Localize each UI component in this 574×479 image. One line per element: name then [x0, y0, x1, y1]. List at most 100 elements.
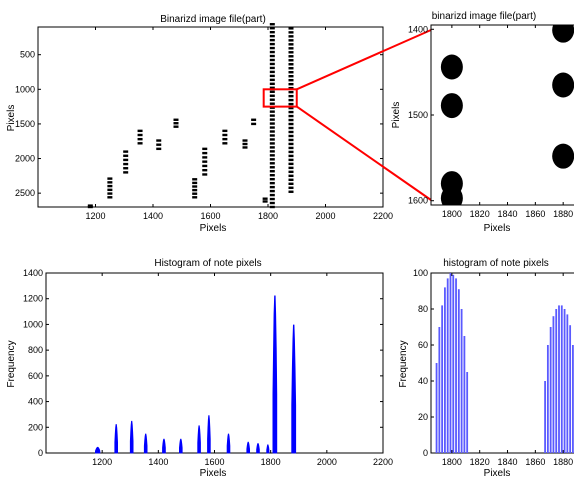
note-mark: [269, 154, 275, 157]
note-mark: [192, 185, 198, 188]
histogram-peak: [179, 438, 183, 454]
note-mark: [269, 38, 275, 42]
y-tick-label: 1000: [15, 84, 35, 94]
panel1-marks: [87, 23, 294, 209]
note-mark: [288, 67, 294, 70]
y-tick-label: 1000: [23, 319, 43, 329]
note-mark: [288, 142, 294, 146]
note-mark: [288, 126, 294, 130]
histogram-bar: [449, 273, 452, 453]
note-mark: [288, 150, 294, 154]
note-mark: [288, 178, 294, 182]
note-mark: [262, 197, 268, 200]
note-mark: [222, 137, 228, 141]
x-tick-label: 1820: [470, 457, 490, 467]
note-mark: [251, 122, 257, 126]
x-tick-label: 1820: [470, 209, 490, 219]
note-mark: [288, 174, 294, 178]
note-mark: [107, 184, 113, 188]
panel1-x-ticks: 1200 1400 1600 1800 2000 2200: [85, 27, 393, 221]
y-tick-label: 20: [418, 412, 428, 422]
note-blob: [552, 25, 574, 43]
note-mark: [107, 188, 113, 192]
note-mark: [202, 156, 208, 159]
zoom-region-box: [262, 88, 298, 108]
note-mark: [288, 35, 294, 38]
note-mark: [288, 51, 294, 54]
note-mark: [288, 158, 294, 162]
note-mark: [288, 106, 294, 110]
note-mark: [288, 98, 294, 102]
panel2-blob-group: [440, 25, 574, 205]
y-tick-label: 0: [423, 448, 428, 458]
note-mark: [192, 196, 198, 199]
histogram-bar: [457, 289, 460, 453]
x-tick-label: 1400: [143, 211, 163, 221]
histogram-bar: [438, 327, 441, 453]
note-mark: [269, 134, 275, 137]
note-mark: [269, 27, 275, 30]
note-mark: [107, 196, 113, 199]
panel4-y-ticks: 0 20 40 60 80 100: [413, 268, 434, 458]
histogram-bar: [544, 381, 546, 453]
histogram-bar: [569, 325, 572, 453]
note-mark: [269, 185, 275, 189]
y-tick-label: 100: [413, 268, 428, 278]
note-mark: [269, 78, 275, 82]
note-mark: [269, 162, 275, 165]
note-mark: [123, 171, 129, 174]
note-mark: [269, 46, 275, 50]
note-mark: [202, 173, 208, 176]
x-tick-label: 1880: [553, 209, 573, 219]
panel2-marks: [440, 25, 574, 205]
note-mark: [269, 142, 275, 145]
note-mark: [269, 54, 275, 58]
note-mark: [262, 200, 268, 203]
y-tick-label: 1400: [23, 268, 43, 278]
note-mark: [288, 86, 294, 90]
note-mark: [192, 192, 198, 195]
note-mark: [269, 177, 275, 181]
note-mark: [288, 94, 294, 98]
y-tick-label: 2000: [15, 154, 35, 164]
note-mark: [192, 188, 198, 192]
note-mark: [137, 133, 143, 137]
histogram-bar: [446, 278, 449, 453]
note-mark: [137, 137, 143, 141]
note-mark: [269, 98, 275, 101]
histogram-peak: [197, 425, 201, 454]
note-mark: [269, 30, 275, 34]
x-tick-label: 1200: [92, 457, 112, 467]
note-mark: [288, 90, 294, 94]
histogram-bar: [549, 327, 552, 453]
histogram-bar: [441, 305, 444, 453]
panel-binarized-zoom: binarizd image file(part) 1800 1820 1840 18…: [391, 11, 574, 234]
note-mark: [269, 138, 275, 141]
note-mark: [269, 110, 275, 113]
note-mark: [269, 201, 275, 205]
note-mark: [269, 114, 275, 117]
histogram-peak: [226, 433, 231, 454]
x-tick-label: 1800: [442, 457, 462, 467]
note-mark: [173, 118, 179, 121]
note-mark: [202, 164, 208, 168]
x-tick-label: 1800: [261, 457, 281, 467]
note-mark: [269, 197, 275, 201]
note-mark: [269, 122, 275, 125]
histogram-bar: [563, 309, 566, 453]
note-mark: [107, 192, 113, 195]
note-mark: [288, 75, 294, 78]
x-tick-label: 2000: [317, 457, 337, 467]
note-mark: [288, 27, 294, 30]
note-mark: [269, 166, 275, 169]
note-mark: [107, 177, 113, 180]
note-mark: [288, 146, 294, 150]
note-mark: [173, 122, 179, 125]
panel2-x-label: Pixels: [484, 223, 511, 234]
panel2-title: binarizd image file(part): [432, 11, 537, 22]
note-mark: [269, 90, 275, 93]
note-mark: [123, 158, 129, 162]
histogram-peak: [256, 443, 260, 454]
note-mark: [269, 170, 275, 173]
